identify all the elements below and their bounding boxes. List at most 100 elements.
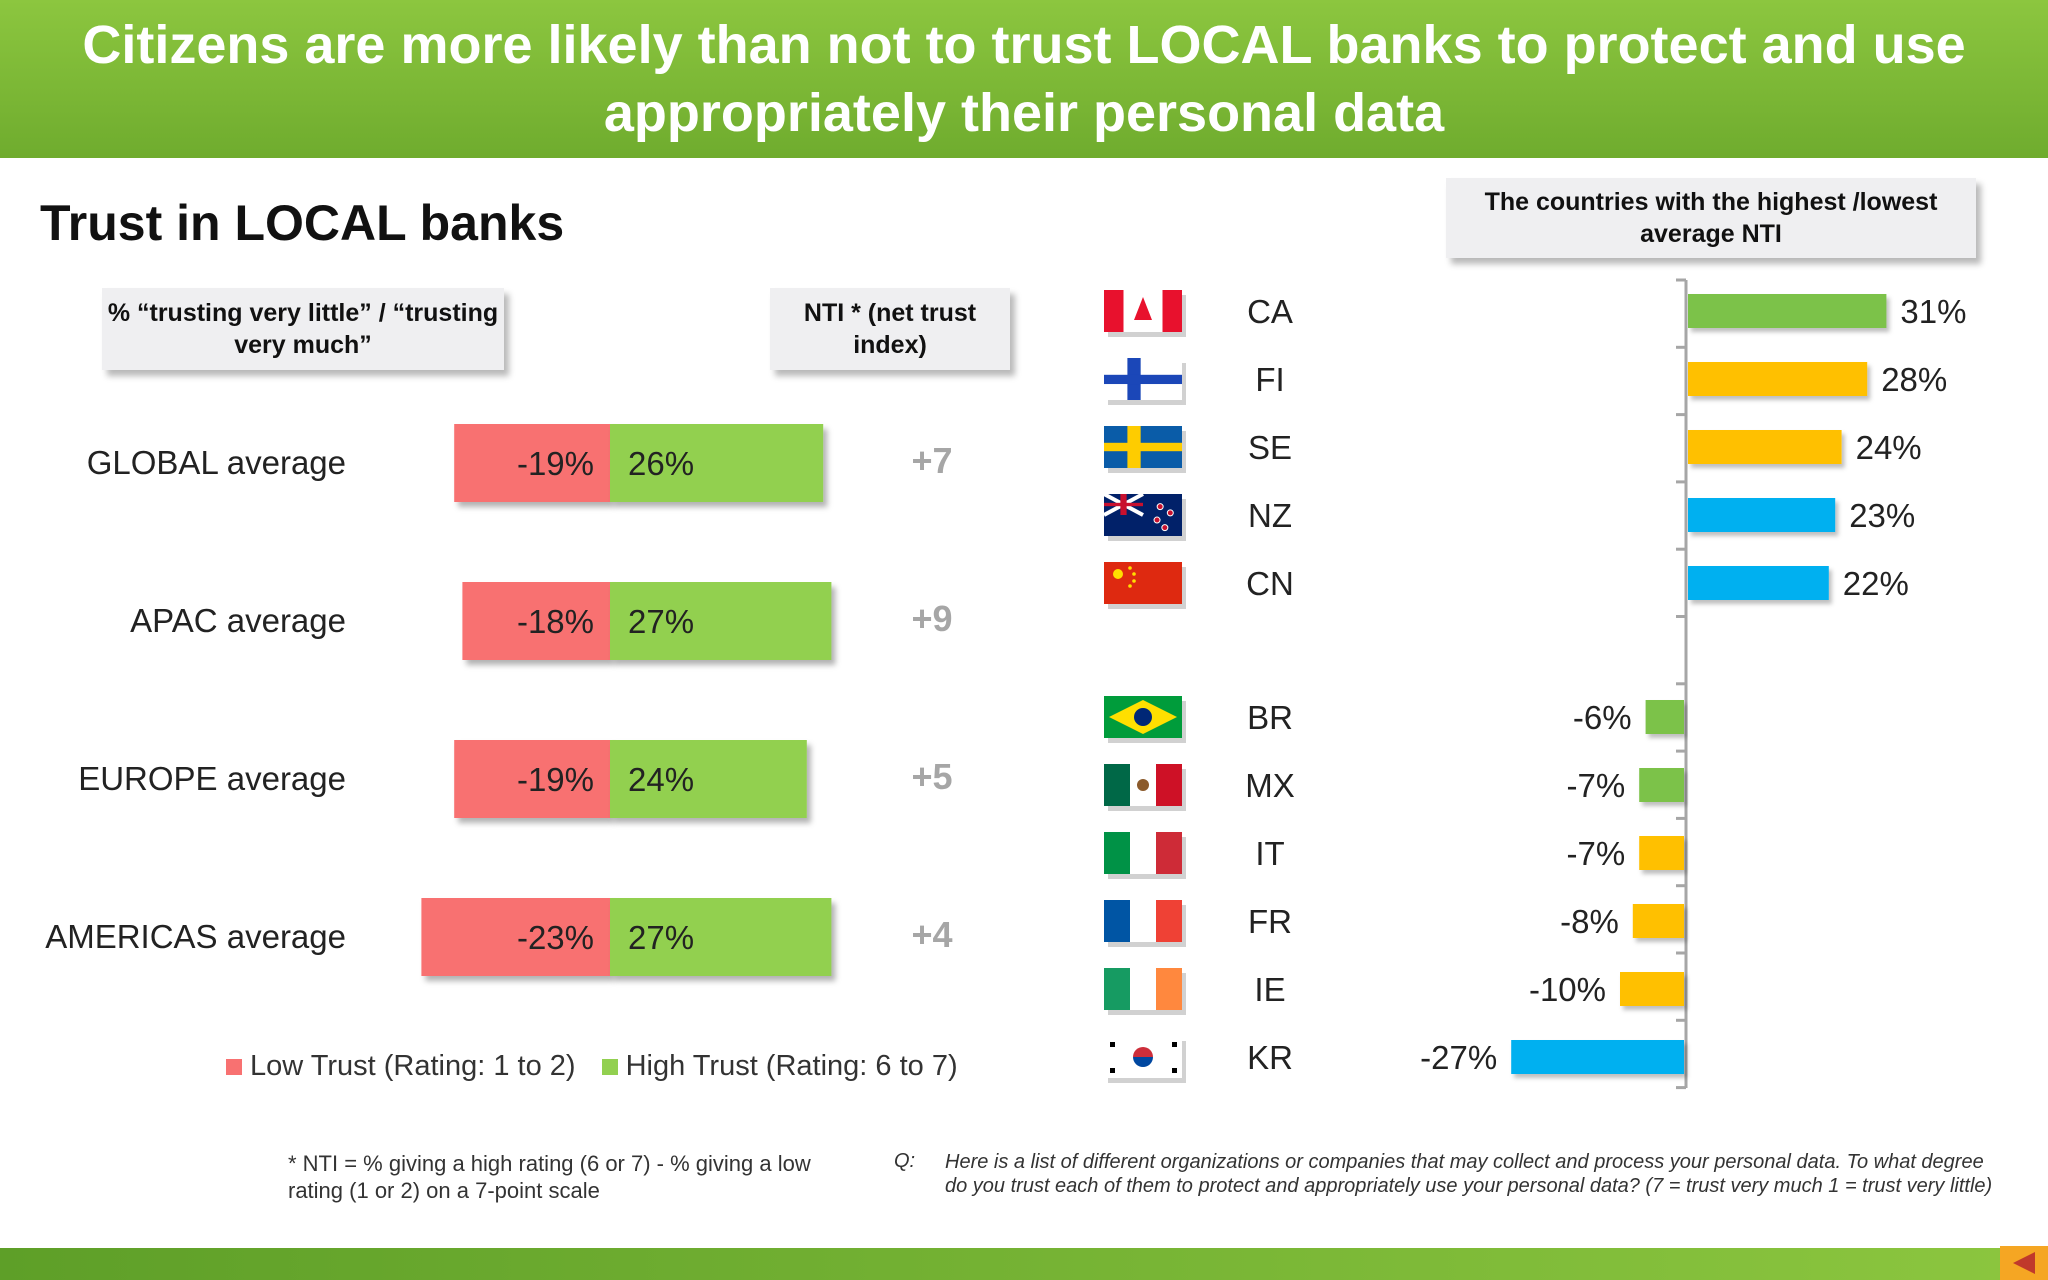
- country-code: FI: [1255, 361, 1284, 398]
- legend-high-label: High Trust (Rating: 6 to 7): [625, 1050, 958, 1082]
- south-korea-flag: [1104, 1036, 1186, 1083]
- region-label: EUROPE average: [78, 760, 346, 797]
- high-trust-label: 27%: [628, 603, 694, 640]
- country-row: SE 24%: [1104, 426, 1922, 473]
- country-row: FR -8%: [1104, 900, 1684, 947]
- high-trust-bar: [610, 898, 832, 976]
- nti-bar-label: 31%: [1900, 293, 1966, 330]
- italy-flag: [1104, 832, 1186, 879]
- region-row: GLOBAL average -19% 26% +7: [87, 424, 953, 502]
- low-trust-label: -23%: [517, 919, 594, 956]
- high-trust-bar: [610, 740, 807, 818]
- nti-value: +4: [911, 914, 952, 955]
- country-row: IE -10%: [1104, 968, 1684, 1015]
- nti-bar-label: -6%: [1573, 699, 1632, 736]
- country-code: IE: [1254, 971, 1285, 1008]
- legend-low-swatch: [226, 1058, 242, 1075]
- footer-bar: [0, 1248, 2048, 1280]
- nti-bar-label: -10%: [1529, 971, 1606, 1008]
- new-zealand-flag: [1103, 492, 1186, 541]
- country-code: BR: [1247, 699, 1293, 736]
- region-label: AMERICAS average: [45, 918, 346, 955]
- france-flag: [1104, 900, 1186, 947]
- nti-value: +9: [911, 598, 952, 639]
- section-title: Trust in LOCAL banks: [40, 195, 565, 251]
- high-trust-label: 24%: [628, 761, 694, 798]
- high-trust-bar: [610, 582, 832, 660]
- country-row: NZ 23%: [1103, 492, 1915, 541]
- region-row: EUROPE average -19% 24% +5: [78, 740, 953, 818]
- nti-bar-label: 24%: [1856, 429, 1922, 466]
- nti-bar: [1645, 700, 1684, 734]
- back-button[interactable]: [2000, 1246, 2048, 1280]
- country-row: FI 28%: [1104, 358, 1947, 405]
- nti-bar-label: -8%: [1560, 903, 1619, 940]
- back-arrow-icon: [2013, 1252, 2035, 1274]
- china-flag: [1104, 562, 1186, 609]
- regional-trust-chart: GLOBAL average -19% 26% +7 APAC average -18% 2…: [45, 424, 953, 976]
- percent-callout: % “trusting very little” / “trusting ver…: [102, 288, 504, 370]
- country-code: CN: [1246, 565, 1294, 602]
- nti-bar-label: 28%: [1881, 361, 1947, 398]
- country-code: FR: [1248, 903, 1292, 940]
- legend: Low Trust (Rating: 1 to 2) High Trust (R…: [226, 1050, 984, 1083]
- nti-bar-label: 23%: [1849, 497, 1915, 534]
- country-code: IT: [1255, 835, 1284, 872]
- ranking-callout: The countries with the highest /lowest a…: [1446, 178, 1976, 258]
- nti-bar: [1632, 904, 1684, 938]
- legend-low: Low Trust (Rating: 1 to 2): [226, 1050, 576, 1083]
- legend-high-swatch: [601, 1058, 618, 1075]
- country-nti-chart: CA 31% FI 28% SE 24% NZ 23% CN 22% BR -6% MX -7% IT -7%…: [1103, 278, 1966, 1090]
- nti-bar-label: -7%: [1567, 767, 1626, 804]
- low-trust-label: -19%: [517, 445, 594, 482]
- high-trust-bar: [610, 424, 824, 502]
- nti-bar: [1639, 836, 1684, 870]
- nti-footnote: * NTI = % giving a high rating (6 or 7) …: [288, 1151, 811, 1203]
- low-trust-bar: [454, 740, 610, 818]
- nti-bar-label: -7%: [1567, 835, 1626, 872]
- page-title: Citizens are more likely than not to tru…: [82, 15, 1966, 143]
- legend-low-label: Low Trust (Rating: 1 to 2): [250, 1050, 576, 1082]
- header-banner: Citizens are more likely than not to tru…: [0, 0, 2048, 158]
- nti-bar-label: -27%: [1420, 1039, 1497, 1076]
- nti-bar: [1688, 566, 1829, 600]
- region-label: APAC average: [130, 602, 346, 639]
- region-label: GLOBAL average: [87, 444, 346, 481]
- country-row: CA 31%: [1104, 290, 1966, 337]
- high-trust-label: 26%: [628, 445, 694, 482]
- country-code: CA: [1247, 293, 1293, 330]
- low-trust-label: -18%: [517, 603, 594, 640]
- nti-bar: [1620, 972, 1684, 1006]
- mexico-flag: [1104, 764, 1186, 811]
- country-row: MX -7%: [1104, 764, 1684, 811]
- nti-value: +5: [911, 756, 952, 797]
- country-code: KR: [1247, 1039, 1293, 1076]
- sweden-flag: [1104, 426, 1186, 473]
- ireland-flag: [1104, 968, 1186, 1015]
- nti-bar: [1688, 430, 1842, 464]
- brazil-flag: [1104, 696, 1186, 743]
- nti-value: +7: [911, 440, 952, 481]
- country-row: CN 22%: [1104, 562, 1909, 609]
- finland-flag: [1104, 358, 1186, 405]
- nti-bar: [1688, 294, 1887, 328]
- nti-bar: [1511, 1040, 1684, 1074]
- question-label: Q:: [894, 1150, 916, 1172]
- country-code: SE: [1248, 429, 1292, 466]
- country-code: MX: [1245, 767, 1295, 804]
- low-trust-bar: [421, 898, 610, 976]
- low-trust-label: -19%: [517, 761, 594, 798]
- canada-flag: [1104, 290, 1186, 337]
- country-row: IT -7%: [1104, 832, 1684, 879]
- nti-bar: [1688, 498, 1836, 532]
- nti-bar: [1639, 768, 1684, 802]
- country-row: BR -6%: [1104, 696, 1684, 743]
- nti-callout: NTI * (net trust index): [770, 288, 1010, 370]
- country-row: KR -27%: [1104, 1036, 1684, 1083]
- low-trust-bar: [454, 424, 610, 502]
- nti-bar: [1688, 362, 1868, 396]
- low-trust-bar: [462, 582, 610, 660]
- legend-high: High Trust (Rating: 6 to 7): [601, 1050, 958, 1083]
- region-row: AMERICAS average -23% 27% +4: [45, 898, 953, 976]
- question-text: Here is a list of different organization…: [945, 1151, 1993, 1197]
